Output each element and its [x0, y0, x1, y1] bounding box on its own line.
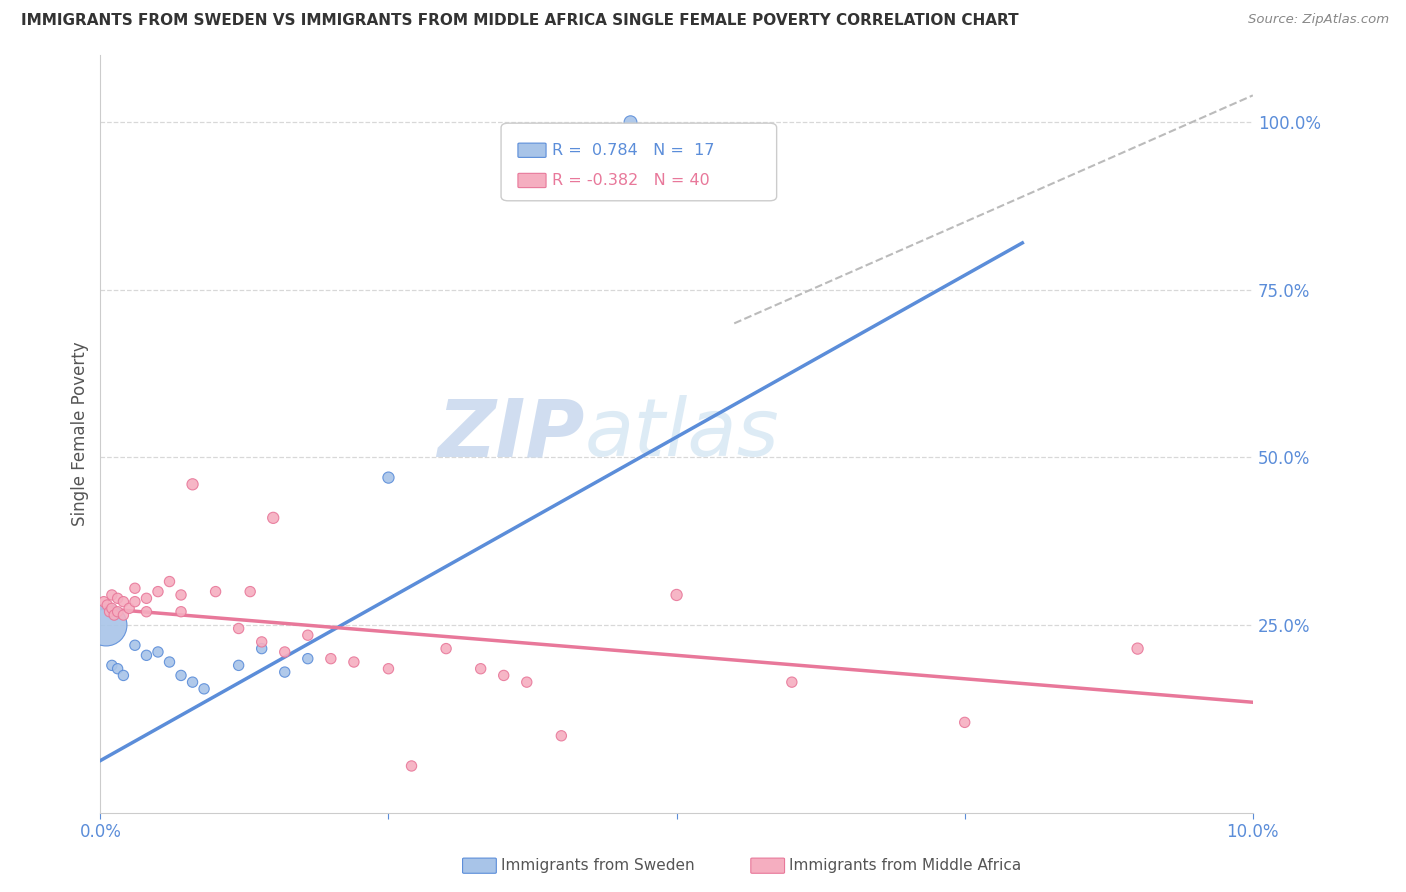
Point [228, 658, 250, 673]
Point [124, 595, 146, 609]
Point [780, 675, 803, 690]
Point [250, 641, 273, 656]
Point [170, 605, 193, 619]
Point [96, 598, 118, 612]
Point [181, 675, 204, 690]
Point [101, 601, 124, 615]
Point [492, 668, 515, 682]
Point [297, 651, 319, 665]
Point [159, 574, 181, 589]
Text: Immigrants from Middle Africa: Immigrants from Middle Africa [789, 858, 1021, 873]
Point [262, 511, 284, 525]
Point [170, 588, 193, 602]
Point [170, 668, 193, 682]
Point [953, 715, 976, 730]
Point [297, 628, 319, 642]
Text: Immigrants from Sweden: Immigrants from Sweden [501, 858, 695, 873]
Point [274, 645, 297, 659]
Point [101, 658, 124, 673]
Point [228, 622, 250, 636]
Point [107, 591, 129, 606]
Point [118, 601, 141, 615]
Point [470, 662, 492, 676]
Text: IMMIGRANTS FROM SWEDEN VS IMMIGRANTS FROM MIDDLE AFRICA SINGLE FEMALE POVERTY CO: IMMIGRANTS FROM SWEDEN VS IMMIGRANTS FRO… [21, 13, 1019, 29]
Text: atlas: atlas [585, 395, 779, 473]
Point [181, 477, 204, 491]
Point [98, 605, 121, 619]
Point [1126, 641, 1149, 656]
Point [112, 595, 135, 609]
Point [377, 662, 399, 676]
Point [103, 608, 125, 623]
Point [619, 115, 641, 129]
Point [93, 595, 115, 609]
Point [101, 588, 124, 602]
Point [124, 638, 146, 652]
Point [124, 581, 146, 595]
Point [377, 470, 399, 484]
Point [135, 648, 157, 663]
Point [159, 655, 181, 669]
Point [193, 681, 215, 696]
Point [401, 759, 423, 773]
Point [239, 584, 262, 599]
Point [135, 605, 157, 619]
Text: R = -0.382   N = 40: R = -0.382 N = 40 [551, 173, 710, 188]
Text: Source: ZipAtlas.com: Source: ZipAtlas.com [1249, 13, 1389, 27]
Text: ZIP: ZIP [437, 395, 585, 473]
Point [274, 665, 297, 679]
Point [107, 662, 129, 676]
Point [107, 605, 129, 619]
Y-axis label: Single Female Poverty: Single Female Poverty [72, 342, 89, 526]
Point [112, 668, 135, 682]
Point [135, 591, 157, 606]
Point [94, 618, 117, 632]
Point [112, 608, 135, 623]
Point [250, 635, 273, 649]
Text: R =  0.784   N =  17: R = 0.784 N = 17 [551, 143, 714, 158]
Point [319, 651, 342, 665]
Point [434, 641, 457, 656]
Point [343, 655, 366, 669]
Point [665, 588, 688, 602]
Point [550, 729, 572, 743]
Point [146, 584, 169, 599]
Point [146, 645, 169, 659]
Point [516, 675, 538, 690]
Point [204, 584, 226, 599]
